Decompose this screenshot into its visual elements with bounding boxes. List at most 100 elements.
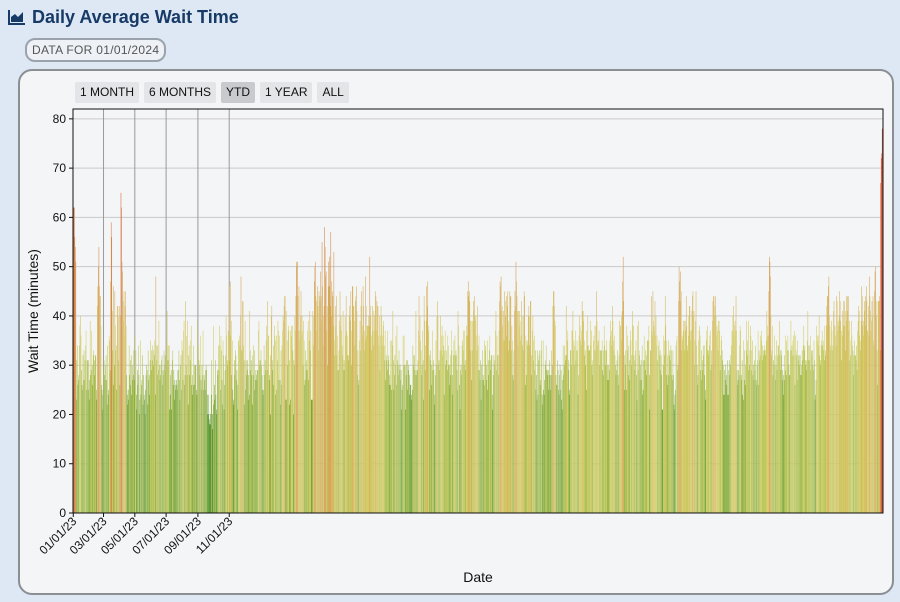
wait-time-bar	[370, 315, 372, 513]
wait-time-bar	[326, 330, 327, 513]
wait-time-bar	[643, 360, 644, 513]
wait-time-bar	[578, 375, 579, 513]
wait-time-bar	[335, 325, 337, 513]
wait-time-bar	[298, 330, 299, 513]
wait-time-bar	[331, 315, 333, 513]
wait-time-bar	[163, 375, 164, 513]
wait-time-bar	[738, 370, 739, 513]
wait-time-bar	[92, 365, 94, 513]
wait-time-bar	[300, 291, 302, 513]
wait-time-bar	[808, 360, 809, 513]
wait-time-bar	[608, 365, 610, 513]
wait-time-bar	[737, 379, 739, 513]
wait-time-bar	[636, 375, 637, 513]
wait-time-bar	[205, 370, 206, 513]
wait-time-bar	[462, 340, 463, 513]
wait-time-bar	[247, 360, 248, 513]
wait-time-bar	[527, 345, 529, 513]
wait-time-bar	[156, 360, 157, 513]
wait-time-bar	[405, 409, 406, 513]
wait-time-bar	[290, 325, 292, 513]
wait-time-bar	[387, 360, 389, 513]
wait-time-bar	[764, 355, 766, 513]
wait-time-bar	[828, 286, 829, 513]
wait-time-bar	[365, 306, 367, 513]
wait-time-bar	[76, 360, 77, 513]
wait-time-bar	[516, 281, 517, 513]
wait-time-bar	[73, 207, 75, 513]
wait-time-bar	[663, 340, 665, 513]
wait-time-bar	[129, 384, 131, 513]
wait-time-bar	[743, 340, 745, 513]
wait-time-bar	[711, 350, 712, 513]
wait-time-bar	[855, 360, 857, 513]
wait-time-bar	[398, 375, 399, 513]
wait-time-bar	[213, 325, 214, 513]
y-tick-label: 50	[53, 260, 67, 274]
wait-time-bar	[95, 355, 96, 513]
wait-time-bar	[669, 350, 671, 513]
range-1-year-button[interactable]: 1 YEAR	[260, 82, 313, 103]
wait-time-bar	[346, 330, 347, 513]
range-all-button[interactable]: ALL	[317, 82, 349, 103]
wait-time-bar	[496, 335, 498, 513]
wait-time-bar	[487, 360, 489, 513]
wait-time-bar	[702, 370, 703, 513]
wait-time-bar	[444, 350, 445, 513]
wait-time-bar	[91, 384, 93, 513]
wait-time-bar	[765, 340, 767, 513]
wait-time-bar	[609, 370, 610, 513]
wait-time-bar	[456, 355, 457, 513]
wait-time-bar	[661, 409, 663, 513]
wait-time-bar	[548, 370, 550, 513]
wait-time-bar	[749, 365, 750, 513]
wait-time-bar	[361, 335, 363, 513]
wait-time-bar	[723, 394, 725, 513]
wait-time-bar	[726, 384, 728, 513]
wait-time-bar	[413, 365, 414, 513]
wait-time-bar	[152, 345, 154, 513]
range-1-month-button[interactable]: 1 MONTH	[75, 82, 139, 103]
wait-time-bar	[570, 350, 571, 513]
wait-time-bar	[344, 370, 345, 513]
wait-time-bar	[634, 370, 635, 513]
wait-time-bar	[432, 330, 433, 513]
range-6-months-button[interactable]: 6 MONTHS	[144, 82, 217, 103]
wait-time-bar	[747, 355, 749, 513]
y-tick-label: 10	[53, 457, 67, 471]
wait-time-bar	[758, 350, 760, 513]
wait-time-bar	[793, 355, 795, 513]
wait-time-bar	[143, 375, 144, 513]
wait-time-bar	[692, 296, 693, 513]
wait-time-bar	[472, 320, 474, 513]
wait-time-bar	[825, 355, 827, 513]
wait-time-bar	[570, 350, 572, 513]
wait-time-bar	[257, 370, 259, 513]
wait-time-bar	[343, 370, 344, 513]
wait-time-bar	[364, 340, 366, 513]
wait-time-bar	[349, 306, 351, 513]
wait-time-bar	[285, 311, 287, 513]
wait-time-bar	[121, 261, 123, 513]
wait-time-bar	[835, 345, 837, 513]
wait-time-bar	[289, 404, 291, 513]
wait-time-bar	[876, 315, 877, 513]
wait-time-bar	[200, 335, 201, 513]
wait-time-bar	[517, 311, 518, 513]
wait-time-bar	[613, 350, 615, 513]
wait-time-bar	[282, 330, 283, 513]
wait-time-bar	[220, 389, 221, 513]
wait-time-bar	[677, 365, 679, 513]
wait-time-bar	[410, 384, 412, 513]
wait-time-bar	[622, 256, 624, 513]
wait-time-bar	[736, 370, 738, 513]
range-ytd-button[interactable]: YTD	[221, 82, 256, 103]
wait-time-bar	[780, 370, 781, 513]
wait-time-bar	[227, 365, 228, 513]
wait-time-bar	[225, 355, 226, 513]
wait-time-bar	[261, 375, 263, 513]
wait-time-bar	[210, 394, 212, 513]
wait-time-bar	[210, 414, 212, 513]
wait-time-bar	[452, 394, 454, 513]
wait-time-bar	[261, 365, 262, 513]
